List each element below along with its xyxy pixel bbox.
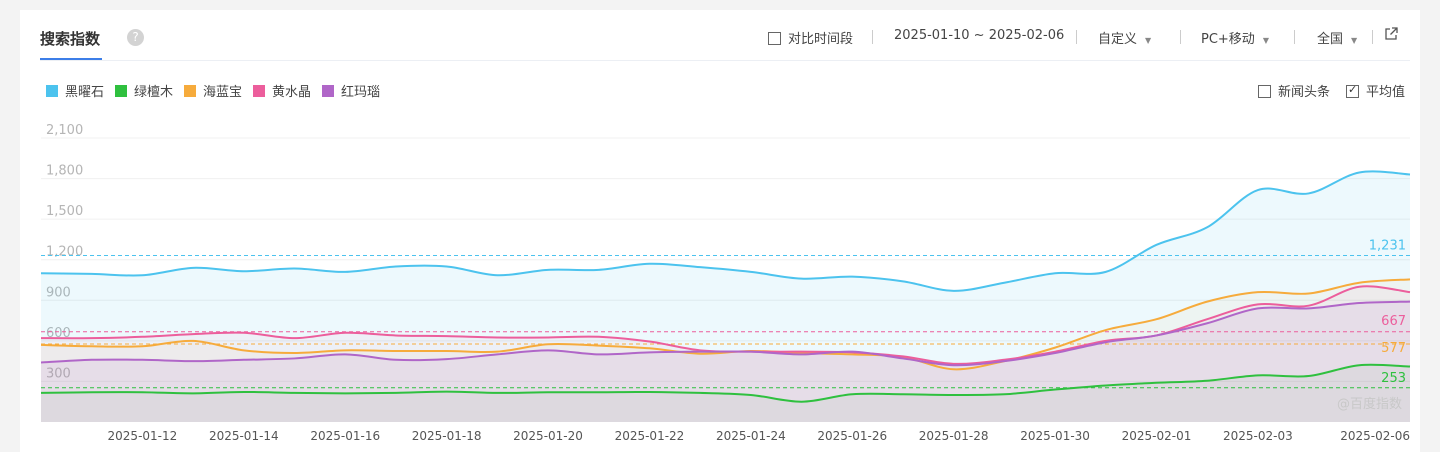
average-label: 577 [1381, 341, 1406, 356]
y-tick-label: 300 [46, 366, 71, 381]
y-tick-label: 2,100 [46, 123, 83, 138]
divider [1180, 30, 1181, 44]
series-area [41, 364, 1410, 422]
x-tick-label: 2025-01-24 [716, 429, 786, 443]
line-chart[interactable]: 2,100 1,800 1,500 1,200 900 600 300 1,231 253 577… [20, 10, 1420, 452]
header-divider [40, 60, 1410, 61]
divider [1076, 30, 1077, 44]
x-tick-label: 2025-01-22 [615, 429, 685, 443]
legend-swatch[interactable] [46, 85, 58, 97]
x-tick-label: 2025-01-30 [1020, 429, 1090, 443]
legend-swatch[interactable] [184, 85, 196, 97]
search-index-card: 搜索指数 ? 对比时间段 2025-01-10 ~ 2025-02-06 自定义… [20, 10, 1420, 452]
caret-down-icon: ▼ [1145, 36, 1152, 45]
x-tick-label: 2025-01-12 [108, 429, 178, 443]
region-label: 全国 [1317, 32, 1344, 47]
compare-checkbox[interactable] [768, 32, 781, 45]
custom-label: 自定义 [1098, 32, 1138, 47]
x-tick-label: 2025-01-16 [310, 429, 380, 443]
y-tick-label: 600 [46, 326, 71, 341]
legend-swatch[interactable] [253, 85, 265, 97]
tab-underline [40, 58, 102, 60]
series-line [40, 300, 1411, 367]
x-tick-label: 2025-01-20 [513, 429, 583, 443]
legend-label[interactable]: 黄水晶 [272, 85, 312, 100]
news-checkbox[interactable] [1258, 85, 1271, 98]
x-tick-label: 2025-02-01 [1122, 429, 1192, 443]
date-range-button[interactable]: 2025-01-10 ~ 2025-02-06 [894, 28, 1065, 43]
divider [1372, 30, 1373, 44]
y-tick-label: 1,500 [46, 204, 83, 219]
help-icon[interactable]: ? [127, 29, 144, 46]
page-title: 搜索指数 [40, 30, 101, 48]
x-tick-label: 2025-02-03 [1223, 429, 1293, 443]
average-label[interactable]: 平均值 [1366, 85, 1406, 100]
x-tick-label: 2025-01-28 [919, 429, 989, 443]
watermark: @百度指数 [1337, 396, 1402, 412]
device-label: PC+移动 [1201, 32, 1255, 47]
x-tick-label: 2025-02-06 [1340, 429, 1410, 443]
average-label: 253 [1381, 371, 1406, 386]
average-label: 667 [1381, 314, 1406, 329]
legend-label[interactable]: 黑曜石 [65, 85, 105, 100]
legend-swatch[interactable] [322, 85, 334, 97]
average-checkbox[interactable] [1346, 83, 1359, 98]
y-tick-label: 1,800 [46, 164, 83, 179]
x-tick-label: 2025-01-26 [817, 429, 887, 443]
external-link-icon[interactable] [1384, 27, 1398, 41]
x-tick-label: 2025-01-18 [412, 429, 482, 443]
compare-label[interactable]: 对比时间段 [788, 32, 854, 47]
series-area [41, 301, 1410, 422]
series-line [40, 363, 1411, 403]
caret-down-icon: ▼ [1351, 36, 1358, 45]
legend-label[interactable]: 海蓝宝 [203, 85, 243, 100]
series-area [41, 279, 1410, 422]
y-tick-label: 1,200 [46, 245, 83, 260]
series-line [40, 170, 1411, 292]
legend-label[interactable]: 绿檀木 [134, 85, 174, 100]
average-label: 1,231 [1369, 239, 1406, 254]
news-label[interactable]: 新闻头条 [1278, 85, 1331, 100]
y-tick-label: 900 [46, 285, 71, 300]
divider [872, 30, 873, 44]
caret-down-icon: ▼ [1262, 36, 1269, 45]
x-tick-label: 2025-01-14 [209, 429, 279, 443]
custom-dropdown[interactable]: 自定义 ▼ [1098, 28, 1151, 47]
legend-swatch[interactable] [115, 85, 127, 97]
region-dropdown[interactable]: 全国 ▼ [1317, 28, 1357, 47]
legend-label[interactable]: 红玛瑙 [341, 85, 381, 100]
series-line [40, 278, 1411, 371]
divider [1294, 30, 1295, 44]
device-dropdown[interactable]: PC+移动 ▼ [1201, 28, 1269, 47]
